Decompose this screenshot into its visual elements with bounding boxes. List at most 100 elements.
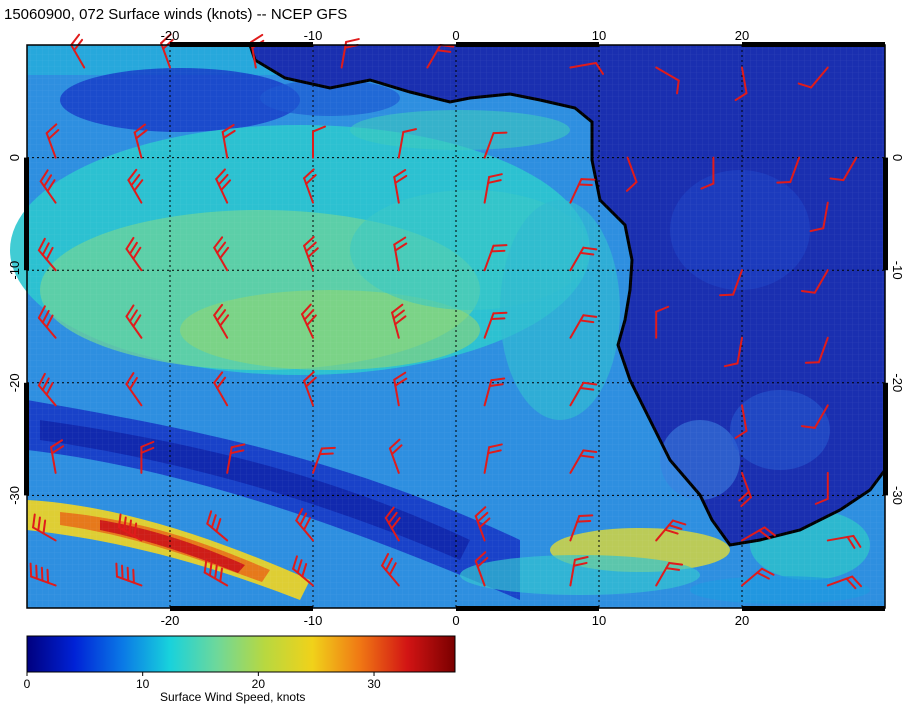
lat-tick-left: -30: [7, 486, 22, 505]
wind-barb: [213, 371, 229, 407]
wind-barb: [203, 558, 229, 587]
colorbar-tick-label: 10: [136, 677, 150, 691]
colorbar-label: Surface Wind Speed, knots: [160, 690, 306, 704]
wind-barb: [312, 446, 336, 474]
wind-barb: [37, 305, 57, 339]
lat-tick-left: -10: [7, 261, 22, 280]
wind-barb: [312, 125, 326, 159]
wind-speed-field: [10, 44, 887, 608]
lon-tick-top: 10: [592, 28, 606, 43]
wind-barb: [800, 269, 829, 294]
wind-barbs: [29, 33, 863, 590]
wind-barb: [569, 449, 598, 474]
wind-barb: [213, 303, 230, 339]
wind-barb: [804, 336, 829, 364]
wind-barb: [125, 236, 143, 272]
wind-barb: [127, 168, 144, 204]
wind-barb: [483, 244, 508, 272]
lat-tick-right: -10: [890, 261, 905, 280]
wind-barb: [474, 551, 489, 587]
wind-barb: [655, 66, 680, 95]
wind-barb: [215, 168, 232, 204]
frame-bar-bottom: [456, 606, 599, 611]
wind-barb: [738, 471, 752, 508]
map-title: 15060900, 072 Surface winds (knots) -- N…: [4, 6, 348, 23]
lon-tick-top: -20: [161, 28, 180, 43]
wind-barb: [115, 562, 143, 587]
wind-barb: [117, 513, 143, 542]
lat-tick-right: -20: [890, 373, 905, 392]
wind-barb: [393, 371, 408, 407]
wind-barb: [569, 62, 605, 75]
wind-barb: [776, 156, 801, 184]
wind-barb: [45, 123, 60, 159]
wind-barb: [292, 555, 314, 587]
wind-barb: [723, 336, 743, 368]
frame-bar-right: [883, 157, 888, 271]
wind-barb: [814, 471, 829, 505]
frame-bar-right: [883, 382, 888, 496]
wind-barb: [391, 303, 407, 339]
wind-barb: [800, 404, 829, 429]
wind-barb: [569, 514, 594, 542]
wind-barb: [125, 304, 143, 339]
lon-tick-top: 0: [452, 28, 459, 43]
wind-barb: [809, 201, 829, 233]
wind-barb: [483, 131, 508, 159]
lon-tick-bottom: 20: [735, 613, 749, 628]
wind-barb: [32, 513, 57, 542]
wind-barb: [393, 236, 408, 272]
wind-barb: [826, 534, 862, 549]
lon-tick-bottom: -10: [304, 613, 323, 628]
frame-bar-top: [742, 42, 885, 47]
wind-barb: [474, 506, 491, 542]
colorbar-ticks: 0 10 20 30: [24, 672, 381, 691]
wind-barb: [655, 305, 670, 339]
colorbar-tick-label: 20: [252, 677, 266, 691]
colorbar-tick-label: 30: [367, 677, 381, 691]
wind-barb: [206, 510, 229, 542]
lon-tick-bottom: -20: [161, 613, 180, 628]
lat-tick-left: -20: [7, 373, 22, 392]
wind-barb: [569, 178, 596, 204]
wind-barb: [483, 443, 503, 474]
lat-tick-left: 0: [7, 154, 22, 161]
frame-bar-left: [24, 157, 29, 271]
wind-barb: [133, 123, 148, 159]
wind-barb: [829, 156, 858, 182]
wind-barb: [125, 372, 143, 407]
wind-barb: [140, 440, 155, 474]
wind-barb: [213, 236, 230, 272]
wind-barb: [655, 519, 687, 542]
frame-bar-left: [24, 382, 29, 496]
wind-barb: [655, 561, 684, 587]
frame-bar-bottom: [742, 606, 885, 611]
wind-barb: [741, 567, 775, 587]
wind-barb: [388, 438, 403, 474]
wind-barb: [226, 443, 246, 474]
wind-barb: [221, 123, 236, 159]
axis-tick-labels: -20 -20 -10 -10 0 0 10 10 20 20 0 0 -10 -10 -20 -20 -30 -…: [7, 28, 905, 628]
wind-barb: [384, 506, 401, 542]
colorbar: [26, 635, 456, 673]
wind-barb: [734, 404, 748, 439]
lon-tick-bottom: 10: [592, 613, 606, 628]
wind-barb: [569, 556, 589, 587]
wind-barb: [295, 507, 314, 542]
lon-tick-bottom: 0: [452, 613, 459, 628]
wind-barb: [381, 553, 400, 587]
wind-barb: [29, 562, 57, 587]
wind-barb: [50, 439, 65, 474]
wind-barb: [483, 311, 508, 339]
lat-tick-right: -30: [890, 486, 905, 505]
wind-barb: [303, 235, 319, 272]
lat-tick-right: 0: [890, 154, 905, 161]
frame-bar-top: [170, 42, 313, 47]
wind-barb: [700, 156, 715, 190]
wind-barb: [569, 381, 598, 407]
wind-barb: [797, 66, 829, 89]
wind-barb: [483, 173, 503, 204]
wind-barb: [625, 156, 638, 192]
wind-barb: [393, 169, 408, 204]
